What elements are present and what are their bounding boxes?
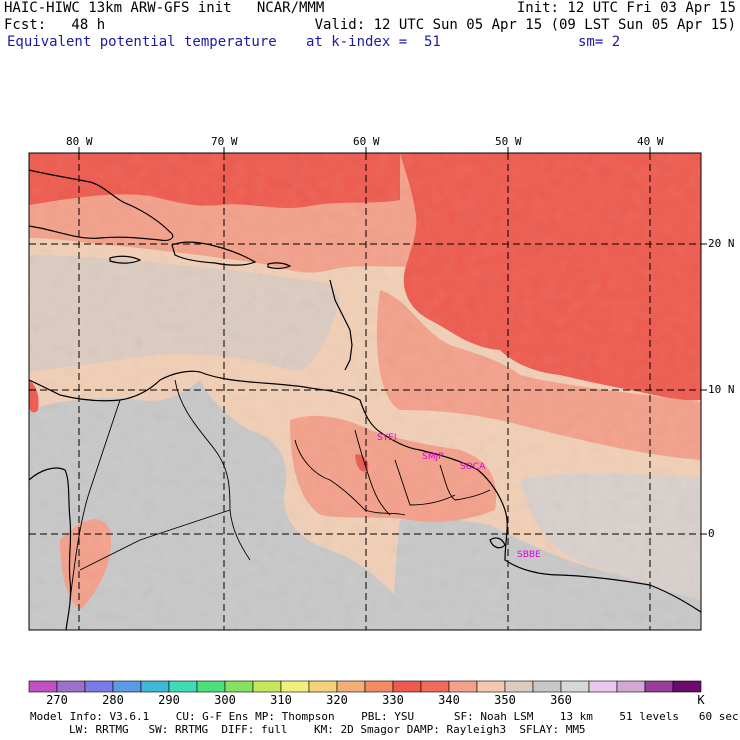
border-french-guiana — [439, 464, 491, 501]
colorbar-swatch — [28, 680, 58, 693]
colorbar-swatch — [280, 680, 310, 693]
lon-label-80w: 80 W — [66, 135, 93, 148]
colorbar-swatch — [336, 680, 366, 693]
graticule — [29, 153, 701, 630]
border-colombia-venezuela — [174, 379, 251, 561]
colorbar-swatch — [308, 680, 338, 693]
colorbar-swatch — [448, 680, 478, 693]
colorbar-swatch — [560, 680, 590, 693]
colorbar-tick-label: 280 — [102, 693, 124, 707]
colorbar-swatch — [140, 680, 170, 693]
colorbar-tick-label: 310 — [270, 693, 292, 707]
station-soca: SOCA — [460, 462, 486, 472]
colorbar-tick-label: 270 — [46, 693, 68, 707]
lat-label-0: 0 — [708, 527, 715, 540]
colorbar-tick-label: 350 — [494, 693, 516, 707]
station-syei: SYEI — [377, 433, 397, 443]
coast-lesser-antilles — [329, 279, 353, 371]
colorbar-tick-label: 320 — [326, 693, 348, 707]
coast-marajo — [489, 537, 506, 549]
lon-label-70w: 70 W — [211, 135, 238, 148]
station-smjp: SMJP — [422, 452, 444, 462]
frame-ticks — [78, 147, 707, 535]
lon-label-40w: 40 W — [637, 135, 664, 148]
colorbar-swatch — [644, 680, 674, 693]
colorbar-swatch — [112, 680, 142, 693]
model-title: HAIC-HIWC 13km ARW-GFS init NCAR/MMM — [4, 0, 325, 16]
border-colombia-ecuador — [69, 399, 121, 601]
smoothing-label: sm= 2 — [578, 34, 621, 50]
colorbar-swatch — [252, 680, 282, 693]
lat-label-20n: 20 N — [708, 237, 735, 250]
station-markers: SYEI SMJP SOCA SBBE — [377, 433, 541, 560]
colorbar-swatch — [504, 680, 534, 693]
lat-label-10n: 10 N — [708, 383, 735, 396]
colorbar-tick-label: 340 — [438, 693, 460, 707]
colorbar-tick-label: 300 — [214, 693, 236, 707]
coast-south-america — [28, 370, 702, 613]
colorbar — [28, 680, 702, 693]
country-borders — [69, 379, 491, 601]
lon-label-50w: 50 W — [495, 135, 522, 148]
colorbar-swatch — [420, 680, 450, 693]
colorbar-swatch — [56, 680, 86, 693]
map-frame — [28, 152, 702, 631]
colorbar-tick-label: 330 — [382, 693, 404, 707]
map-field — [29, 153, 701, 630]
model-info: Model Info: V3.6.1 CU: G-F Ens MP: Thomp… — [30, 710, 739, 723]
coast-jamaica — [109, 255, 142, 264]
colorbar-tick-label: K — [697, 693, 705, 707]
station-sbbe: SBBE — [517, 550, 541, 560]
border-suriname — [394, 459, 456, 506]
coast-puerto-rico — [267, 262, 292, 269]
border-venezuela-brazil — [294, 439, 406, 516]
colorbar-swatch — [224, 680, 254, 693]
colorbar-tick-label: 290 — [158, 693, 180, 707]
coast-cuba — [28, 169, 174, 241]
coast-hispaniola — [171, 241, 257, 266]
init-time: Init: 12 UTC Fri 03 Apr 15 — [516, 0, 736, 16]
border-guyana — [354, 429, 391, 516]
colorbar-swatch — [532, 680, 562, 693]
field-texture — [29, 153, 701, 630]
colorbar-swatch — [476, 680, 506, 693]
border-colombia-peru — [79, 509, 231, 571]
valid-time: Valid: 12 UTC Sun 05 Apr 15 (09 LST Sun … — [314, 17, 736, 33]
colorbar-swatch — [196, 680, 226, 693]
forecast-hour: Fcst: 48 h — [4, 17, 106, 33]
field-title: Equivalent potential temperature — [7, 34, 277, 50]
colorbar-swatch — [168, 680, 198, 693]
colorbar-swatch — [364, 680, 394, 693]
colorbar-swatch — [392, 680, 422, 693]
level-label: at k-index = 51 — [306, 34, 441, 50]
colorbar-swatch — [672, 680, 702, 693]
colorbar-swatch — [588, 680, 618, 693]
colorbar-swatch — [616, 680, 646, 693]
colorbar-tick-label: 360 — [550, 693, 572, 707]
colorbar-swatch — [84, 680, 114, 693]
physics-info: LW: RRTMG SW: RRTMG DIFF: full KM: 2D Sm… — [69, 723, 586, 736]
lon-label-60w: 60 W — [353, 135, 380, 148]
